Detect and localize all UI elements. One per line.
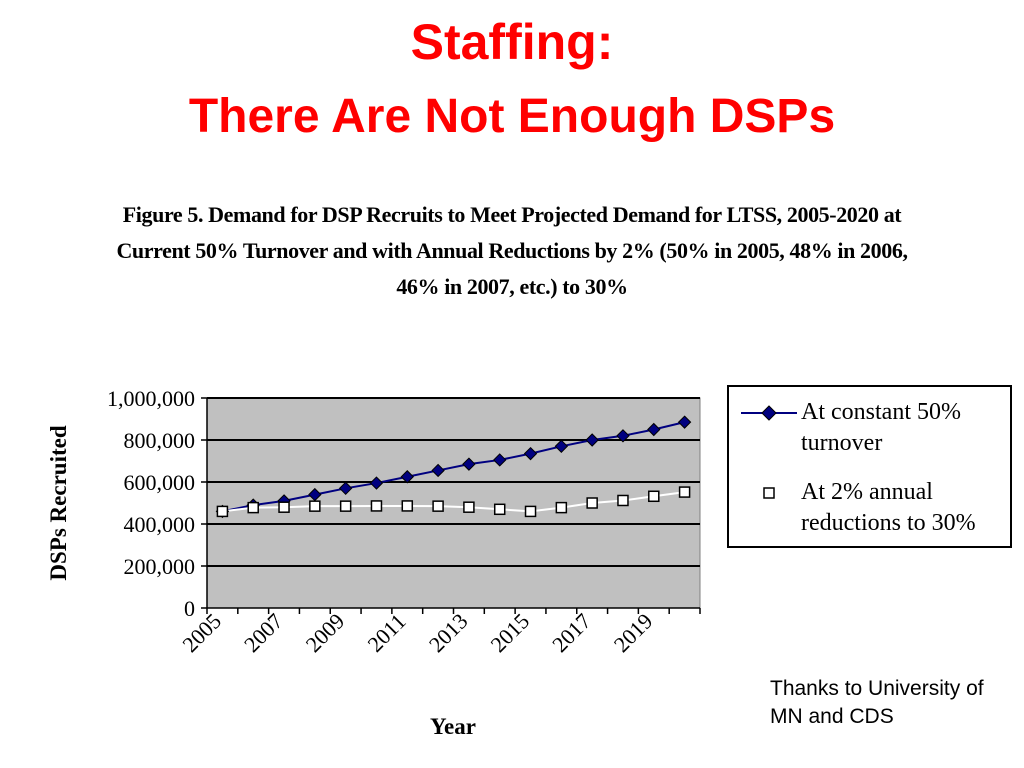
slide-title: Staffing: <box>410 14 614 70</box>
data-point-reductions <box>555 501 568 514</box>
data-point-reductions <box>339 500 352 512</box>
data-point-constant <box>431 463 445 478</box>
x-axis-label: Year <box>430 714 476 739</box>
x-tick-label: 2007 <box>239 608 288 657</box>
series-line-reductions <box>222 491 685 513</box>
y-axis-label: DSPs Recruited <box>46 425 71 580</box>
data-point-reductions <box>309 500 321 512</box>
data-point-reductions <box>278 501 290 513</box>
legend-swatch-square <box>763 487 775 499</box>
data-point-constant <box>369 476 384 490</box>
x-tick-label: 2019 <box>609 608 658 657</box>
data-point-reductions <box>401 500 414 512</box>
x-tick-label: 2009 <box>301 608 350 657</box>
legend-label: At 2% annual reductions to 30% <box>801 479 976 536</box>
data-point-constant <box>677 415 692 429</box>
data-point-reductions <box>463 501 475 513</box>
data-point-reductions <box>617 494 629 507</box>
y-tick-label: 600,000 <box>124 470 196 495</box>
data-point-reductions <box>493 503 506 516</box>
x-tick-label: 2015 <box>485 608 534 657</box>
data-point-constant <box>554 439 569 454</box>
data-point-constant <box>585 433 599 447</box>
x-axis-ticks: 2005 2007 2009 2011 2013 2015 2017 2019 <box>177 608 701 657</box>
legend-label: At constant 50% turnover <box>801 399 961 456</box>
x-tick-label: 2011 <box>362 609 410 657</box>
figure-caption: Figure 5. Demand for DSP Recruits to Mee… <box>116 202 908 299</box>
data-point-constant <box>462 457 476 471</box>
x-tick-label: 2013 <box>424 608 473 657</box>
data-point-reductions <box>432 500 444 512</box>
y-axis-ticks: 0 200,000 400,000 600,000 800,000 1,000,000 <box>107 386 207 621</box>
gridlines <box>207 397 700 567</box>
data-point-reductions <box>370 500 383 512</box>
data-point-constant <box>400 470 414 484</box>
series-layer <box>215 415 692 519</box>
data-point-reductions <box>524 505 537 518</box>
data-point-constant <box>338 481 353 496</box>
data-point-reductions <box>586 497 598 509</box>
y-tick-label: 800,000 <box>124 428 196 453</box>
y-tick-label: 0 <box>184 596 195 621</box>
data-point-constant <box>493 453 507 467</box>
y-tick-label: 400,000 <box>124 512 196 537</box>
data-point-reductions <box>678 486 691 498</box>
legend-swatch-diamond <box>741 405 797 421</box>
data-point-constant <box>647 422 661 437</box>
slide-subtitle: There Are Not Enough DSPs <box>188 90 836 143</box>
series-line-constant <box>222 421 685 513</box>
data-point-reductions <box>648 490 660 503</box>
data-point-constant <box>523 446 538 461</box>
data-point-reductions <box>216 505 229 518</box>
credit-note: Thanks to University of MN and CDS <box>770 677 984 728</box>
x-tick-label: 2017 <box>547 608 596 657</box>
y-tick-label: 1,000,000 <box>107 386 195 411</box>
y-tick-label: 200,000 <box>124 554 196 579</box>
chart-legend: At constant 50% turnover At 2% annual re… <box>727 385 1012 548</box>
data-point-reductions <box>247 501 259 514</box>
data-point-constant <box>616 429 630 443</box>
